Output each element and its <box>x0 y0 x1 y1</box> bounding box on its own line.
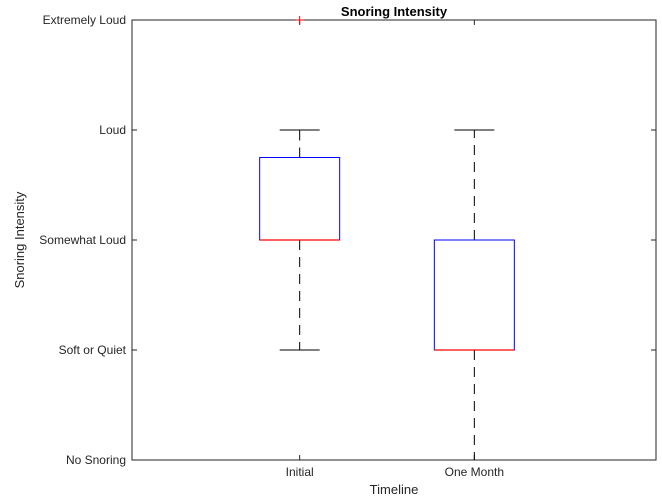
y-tick-label: Loud <box>99 123 126 137</box>
box-one-month <box>433 129 515 460</box>
outlier-marker <box>295 16 304 24</box>
chart-title: Snoring Intensity <box>341 4 448 19</box>
box-initial <box>259 16 341 351</box>
x-tick-label: One Month <box>445 465 504 479</box>
y-tick-label: Extremely Loud <box>43 13 126 27</box>
y-axis-ticks: No Snoring Soft or Quiet Somewhat Loud Loud… <box>39 13 656 467</box>
y-tick-label: No Snoring <box>66 453 126 467</box>
y-tick-label: Soft or Quiet <box>59 343 127 357</box>
box-series <box>259 16 515 460</box>
plot-area <box>131 19 657 461</box>
y-tick-label: Somewhat Loud <box>39 233 126 247</box>
x-axis-label: Timeline <box>370 482 419 497</box>
x-tick-label: Initial <box>286 465 314 479</box>
y-axis-label: Snoring Intensity <box>12 191 27 288</box>
